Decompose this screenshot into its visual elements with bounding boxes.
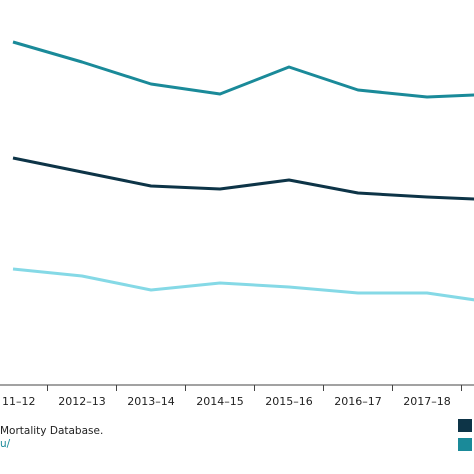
series-line bbox=[12, 267, 474, 302]
source-link[interactable]: u/ bbox=[0, 438, 11, 450]
legend-swatch bbox=[458, 438, 472, 451]
legend-swatch bbox=[458, 419, 472, 432]
series-line bbox=[12, 40, 474, 99]
source-text: Mortality Database. bbox=[0, 425, 103, 437]
x-tick-label: 2013–14 bbox=[127, 395, 175, 408]
x-tick-label: 2017–18 bbox=[403, 395, 451, 408]
series-line bbox=[12, 156, 474, 201]
x-tick-label: 11–12 bbox=[2, 395, 36, 408]
x-tick-label: 2015–16 bbox=[265, 395, 313, 408]
x-tick-label: 2012–13 bbox=[58, 395, 106, 408]
x-tick-label: 2016–17 bbox=[334, 395, 382, 408]
x-tick-label: 2014–15 bbox=[196, 395, 244, 408]
